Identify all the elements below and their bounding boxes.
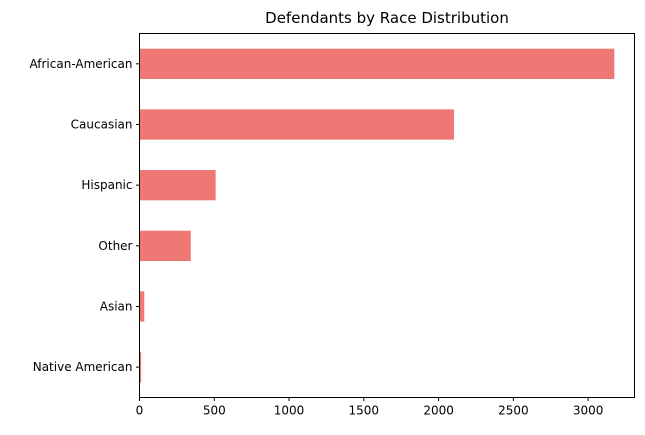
plot-frame (139, 33, 635, 398)
bar-hispanic (139, 170, 216, 201)
y-tick-label-african-american: African-American (29, 57, 132, 71)
y-tick-label-native-american: Native American (33, 360, 133, 374)
bars-group (139, 48, 615, 383)
x-axis: 0 500 1000 1500 2000 2500 3000 (136, 397, 604, 418)
y-tick-label-asian: Asian (100, 300, 133, 314)
bar-caucasian (139, 109, 454, 140)
x-tick-label-1500: 1500 (349, 404, 380, 418)
x-tick-label-3000: 3000 (573, 404, 604, 418)
bar-native-american (139, 352, 142, 383)
bar-other (139, 230, 191, 261)
x-tick-label-0: 0 (136, 404, 144, 418)
bar-african-american (139, 48, 615, 79)
y-tick-label-caucasian: Caucasian (71, 118, 133, 132)
x-tick-label-2000: 2000 (423, 404, 454, 418)
y-tick-label-other: Other (98, 239, 132, 253)
y-tick-label-hispanic: Hispanic (81, 178, 132, 192)
chart-title: Defendants by Race Distribution (265, 9, 509, 27)
x-tick-label-2500: 2500 (498, 404, 529, 418)
x-tick-label-500: 500 (203, 404, 226, 418)
x-tick-label-1000: 1000 (274, 404, 305, 418)
y-axis: Native American Asian Other Hispanic Caucasi… (29, 57, 140, 374)
bar-asian (139, 291, 145, 322)
